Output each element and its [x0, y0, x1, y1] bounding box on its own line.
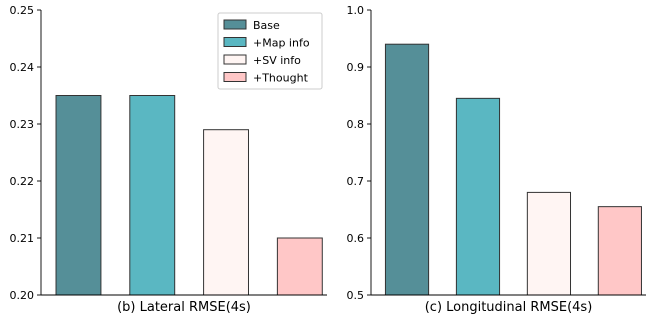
y-tick-label: 0.8 [347, 118, 365, 131]
bar-thought [597, 206, 642, 296]
panel-caption: (c) Longitudinal RMSE(4s) [425, 300, 593, 315]
y-tick-label: 0.7 [347, 175, 365, 188]
bar-map-info [455, 97, 501, 296]
y-tick-label: 0.25 [10, 4, 35, 17]
legend-swatch [223, 19, 247, 30]
y-tick-label: 0.9 [347, 61, 365, 74]
y-tick-label: 0.5 [347, 289, 365, 302]
bar-base [55, 95, 102, 296]
y-tick-label: 0.21 [10, 232, 35, 245]
legend-label: +Thought [253, 72, 309, 85]
panel-caption: (b) Lateral RMSE(4s) [117, 300, 251, 315]
bar-thought [276, 237, 323, 296]
y-tick-label: 0.24 [10, 61, 35, 74]
legend-swatch [223, 72, 247, 82]
legend-frame [217, 12, 323, 90]
y-tick-label: 1.0 [347, 4, 365, 17]
legend-label: +Map info [253, 37, 310, 50]
legend-label: +SV info [253, 54, 301, 67]
y-tick-label: 0.6 [347, 232, 365, 245]
bar-sv-info [203, 129, 249, 296]
y-tick-label: 0.22 [10, 175, 35, 188]
bar-map-info [129, 95, 176, 296]
legend-swatch [223, 54, 247, 65]
y-tick-label: 0.20 [10, 289, 35, 302]
legend-swatch [223, 37, 247, 47]
y-tick-label: 0.23 [10, 118, 35, 131]
legend-label: Base [253, 19, 280, 32]
bar-sv-info [526, 191, 572, 296]
lateral-rmse-panel: 0.20 0.21 0.22 0.23 0.24 0.25 (b) Lateral RMSE… [10, 4, 327, 315]
longitudinal-rmse-panel: 0.5 0.6 0.7 0.8 0.9 1.0 (c) Longitudinal RMSE(… [347, 4, 646, 315]
chart-legend: Base +Map info +SV info +Thought [217, 12, 323, 90]
bar-base [384, 43, 430, 296]
